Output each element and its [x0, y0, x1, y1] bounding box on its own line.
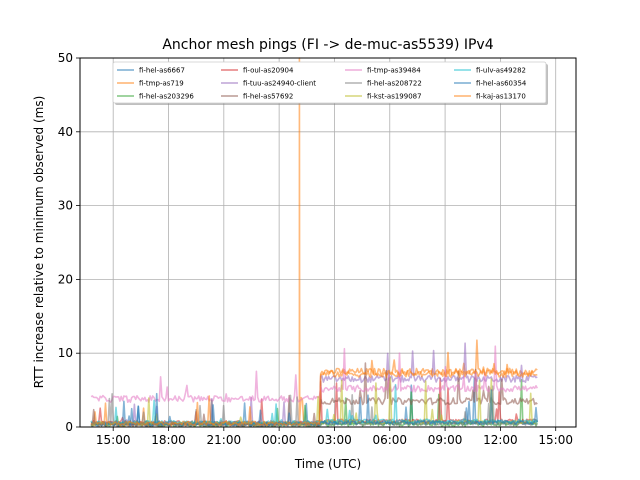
y-tick-label: 10	[58, 346, 73, 360]
legend-label: fi-oul-as20904	[243, 67, 294, 75]
plot-frame	[79, 57, 577, 428]
legend-label: fi-hel-as57692	[243, 93, 293, 101]
legend-label: fi-tmp-as719	[139, 80, 184, 88]
x-axis-label: Time (UTC)	[294, 457, 361, 471]
x-tick-label: 09:00	[428, 433, 463, 447]
y-tick-label: 40	[58, 125, 73, 139]
y-tick-label: 20	[58, 272, 73, 286]
x-tick-label: 03:00	[317, 433, 352, 447]
x-tick-label: 00:00	[262, 433, 297, 447]
x-tick-label: 12:00	[483, 433, 518, 447]
x-tick-label: 15:00	[96, 433, 131, 447]
legend-box	[112, 61, 547, 104]
y-axis: 0 10 20 30 40 50	[58, 51, 80, 434]
chart-title: Anchor mesh pings (FI -> de-muc-as5539) …	[162, 37, 493, 53]
legend-label: fi-ulv-as49282	[476, 67, 526, 75]
x-tick-label: 18:00	[151, 433, 186, 447]
x-axis: 15:00 18:00 21:00 00:00 03:00 06:00 09:00 12:00…	[96, 427, 573, 447]
y-tick-label: 50	[58, 51, 73, 65]
series-line	[90, 351, 538, 426]
y-tick-label: 0	[65, 420, 73, 434]
legend-label: fi-hel-as6667	[139, 67, 185, 75]
series-line	[90, 389, 539, 427]
legend-label: fi-tmp-as39484	[367, 67, 421, 75]
legend-label: fi-kst-as199087	[367, 93, 422, 101]
legend-label: fi-hel-as208722	[367, 80, 422, 88]
series-line	[90, 345, 539, 403]
legend-label: fi-tuu-as24940-client	[243, 80, 316, 88]
legend-label: fi-hel-as203296	[139, 93, 194, 101]
x-tick-label: 06:00	[372, 433, 407, 447]
legend-label: fi-hel-as60354	[476, 80, 527, 88]
y-tick-label: 30	[58, 199, 73, 213]
x-tick-label: 21:00	[207, 433, 242, 447]
legend-label: fi-kaj-as13170	[476, 93, 526, 101]
legend: fi-hel-as6667 fi-tmp-as719 fi-hel-as203296…	[112, 61, 548, 105]
series-layer	[90, 57, 539, 428]
x-tick-label: 15:00	[538, 433, 573, 447]
y-axis-label: RTT increase relative to minimum observe…	[32, 96, 46, 389]
